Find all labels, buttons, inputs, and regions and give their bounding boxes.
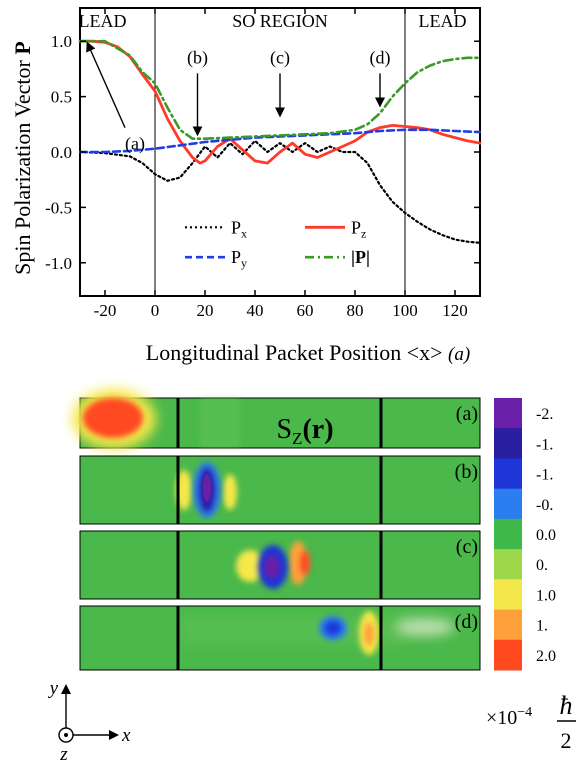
region-label: LEAD bbox=[419, 11, 467, 31]
colorbar-ticks: -2. -1. -1. -0. 0.0 0. 1.0 1. 2.0 bbox=[536, 406, 556, 665]
colorbar-segment bbox=[494, 518, 522, 550]
colorbar-tick-label: 1. bbox=[536, 618, 548, 635]
colorbar-tick-label: 0. bbox=[536, 557, 548, 574]
axis-label-y: y bbox=[48, 678, 59, 699]
colorbar-unit-numerator: ħ bbox=[560, 691, 573, 720]
legend-label: Py bbox=[231, 247, 247, 270]
x-tick-label: 40 bbox=[247, 301, 264, 320]
colorbar-tick-label: 1.0 bbox=[536, 587, 556, 604]
y-tick-label: -0.5 bbox=[45, 198, 72, 217]
x-tick-label: -20 bbox=[94, 301, 117, 320]
colorbar-tick-label: -1. bbox=[536, 467, 553, 484]
colorbar-tick-label: 2.0 bbox=[536, 648, 556, 665]
colorbar-unit-denominator: 2 bbox=[561, 728, 572, 753]
colorbar-tick-label: -0. bbox=[536, 497, 553, 514]
colorbar-segment bbox=[494, 428, 522, 459]
y-tick-label: -1.0 bbox=[45, 254, 72, 273]
colorbar bbox=[494, 398, 522, 671]
y-axis-label-bold: P bbox=[10, 41, 35, 54]
colorbar-tick-label: -2. bbox=[536, 406, 553, 423]
axis-label-x: x bbox=[121, 725, 131, 746]
colorbar-segment bbox=[494, 609, 522, 641]
colorbar-segment bbox=[494, 639, 522, 671]
x-axis-label-unit: (a) bbox=[448, 344, 470, 365]
annotation-label: (d) bbox=[370, 47, 391, 68]
x-tick-label: 120 bbox=[442, 301, 468, 320]
series-line-Pmag bbox=[78, 39, 482, 140]
y-tick-label: 0.5 bbox=[51, 88, 72, 107]
heatmap-panel-labels: (a) (b) (c) (d) bbox=[455, 403, 478, 633]
colorbar-segment bbox=[494, 458, 522, 490]
axis-label-z: z bbox=[59, 744, 68, 765]
heatmap-title-sub: Z bbox=[292, 429, 302, 448]
heatmap-panel-label: (a) bbox=[456, 403, 478, 425]
heatmap-panel-label: (c) bbox=[456, 536, 478, 558]
legend-label: Pz bbox=[351, 217, 366, 240]
colorbar-segment bbox=[494, 398, 522, 429]
x-tick-label: 80 bbox=[347, 301, 364, 320]
colorbar-segment bbox=[494, 579, 522, 611]
legend-label: Px bbox=[231, 217, 247, 240]
colorbar-unit-exp: −4 bbox=[517, 705, 532, 720]
y-axis-label-text: Spin Polarization Vector bbox=[10, 59, 35, 274]
colorbar-segment bbox=[494, 488, 522, 520]
series-line-Pz bbox=[78, 39, 482, 165]
y-tick-label: 0.0 bbox=[51, 143, 72, 162]
x-tick-label: 60 bbox=[297, 301, 314, 320]
x-tick-label: 20 bbox=[197, 301, 214, 320]
region-label: LEAD bbox=[79, 11, 127, 31]
series-line-Px bbox=[78, 139, 482, 244]
heatmap-boundaries bbox=[176, 398, 383, 670]
x-axis-label-text: Longitudinal Packet Position <x> bbox=[146, 340, 443, 365]
heatmap-panel-a bbox=[72, 389, 481, 449]
heatmap-panel-c bbox=[79, 530, 481, 600]
heatmap-title-arg: (r) bbox=[302, 414, 333, 445]
annotation-label: (b) bbox=[187, 47, 208, 68]
heatmap-panel-label: (d) bbox=[455, 611, 478, 633]
sz-heatmap-figure: (a) (b) (c) (d) SZ(r) -2. -1. -1. -0. 0.0 0. 1.0 1… bbox=[48, 389, 576, 765]
heatmap-title: SZ(r) bbox=[276, 414, 333, 448]
colorbar-unit: ×10−4 bbox=[486, 705, 532, 729]
x-tick-label: 0 bbox=[151, 301, 160, 320]
heatmap-panel-label: (b) bbox=[455, 461, 478, 483]
colorbar-unit-factor: ×10 bbox=[486, 707, 517, 729]
region-label: SO REGION bbox=[232, 11, 328, 31]
colorbar-segment bbox=[494, 549, 522, 580]
heatmap-panel-b bbox=[79, 455, 481, 525]
y-tick-label: 1.0 bbox=[51, 32, 72, 51]
annotation-arrow bbox=[86, 41, 126, 128]
x-axis-label: Longitudinal Packet Position <x> (a) bbox=[146, 340, 470, 365]
colorbar-tick-label: 0.0 bbox=[536, 527, 556, 544]
x-tick-label: 100 bbox=[392, 301, 418, 320]
heatmap-panel-d bbox=[79, 605, 481, 671]
legend-label: |P| bbox=[351, 247, 370, 267]
heatmap-title-main: S bbox=[276, 414, 292, 445]
coordinate-axes-icon: y x z bbox=[48, 678, 131, 765]
annotation-label: (c) bbox=[270, 47, 290, 68]
annotation-label: (a) bbox=[125, 134, 145, 155]
y-axis-label: Spin Polarization Vector P bbox=[10, 41, 35, 275]
spin-polarization-chart: -20 0 20 40 60 80 100 120 1.0 0.5 0.0 -0.5 -1.0 LEAD… bbox=[10, 7, 482, 365]
colorbar-tick-label: -1. bbox=[536, 436, 553, 453]
